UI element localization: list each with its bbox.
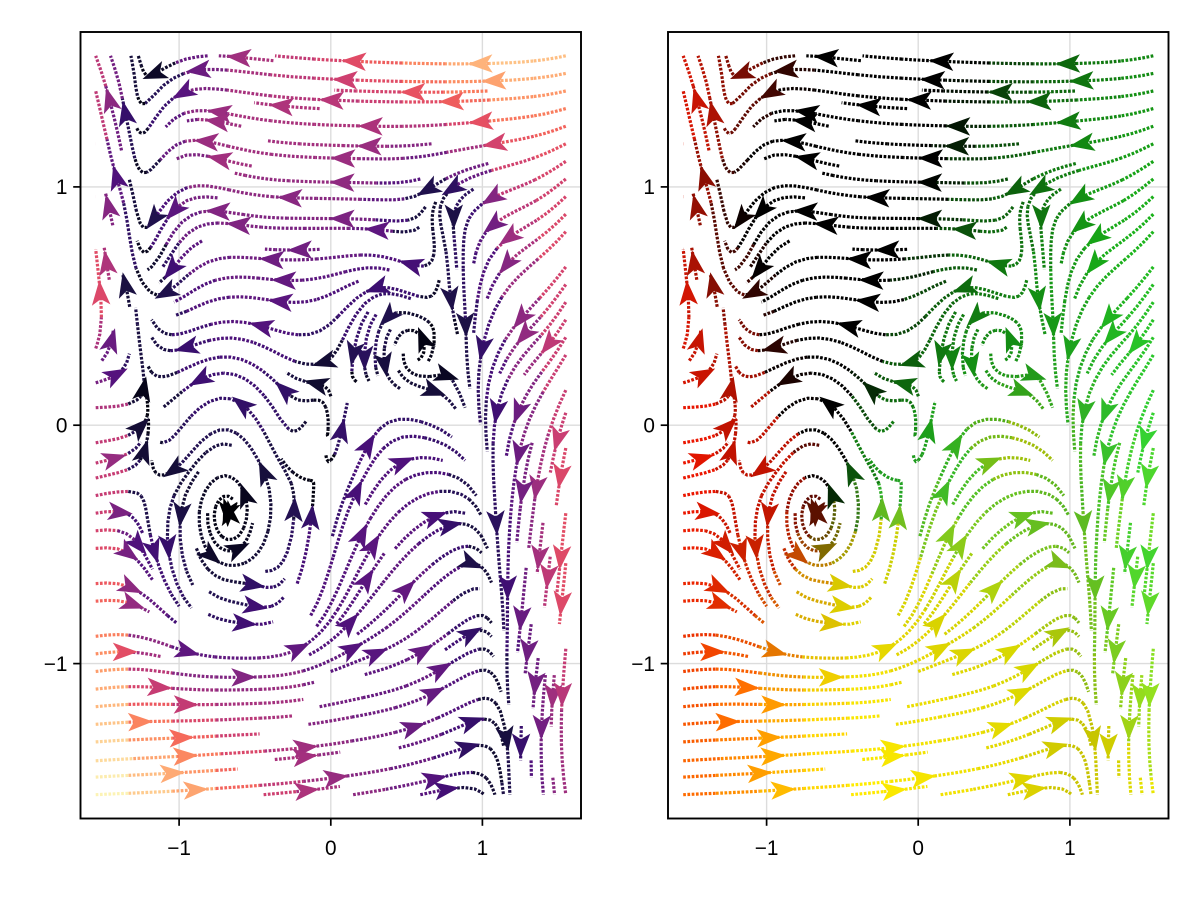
svg-text:0: 0 — [643, 414, 655, 437]
svg-text:0: 0 — [56, 414, 68, 437]
svg-text:1: 1 — [643, 176, 655, 199]
svg-text:−1: −1 — [167, 837, 191, 860]
svg-text:1: 1 — [1064, 837, 1076, 860]
svg-text:0: 0 — [325, 837, 337, 860]
svg-text:1: 1 — [56, 176, 68, 199]
svg-text:1: 1 — [477, 837, 489, 860]
svg-text:0: 0 — [912, 837, 924, 860]
svg-text:−1: −1 — [44, 653, 68, 676]
svg-text:−1: −1 — [631, 653, 655, 676]
svg-text:−1: −1 — [755, 837, 779, 860]
